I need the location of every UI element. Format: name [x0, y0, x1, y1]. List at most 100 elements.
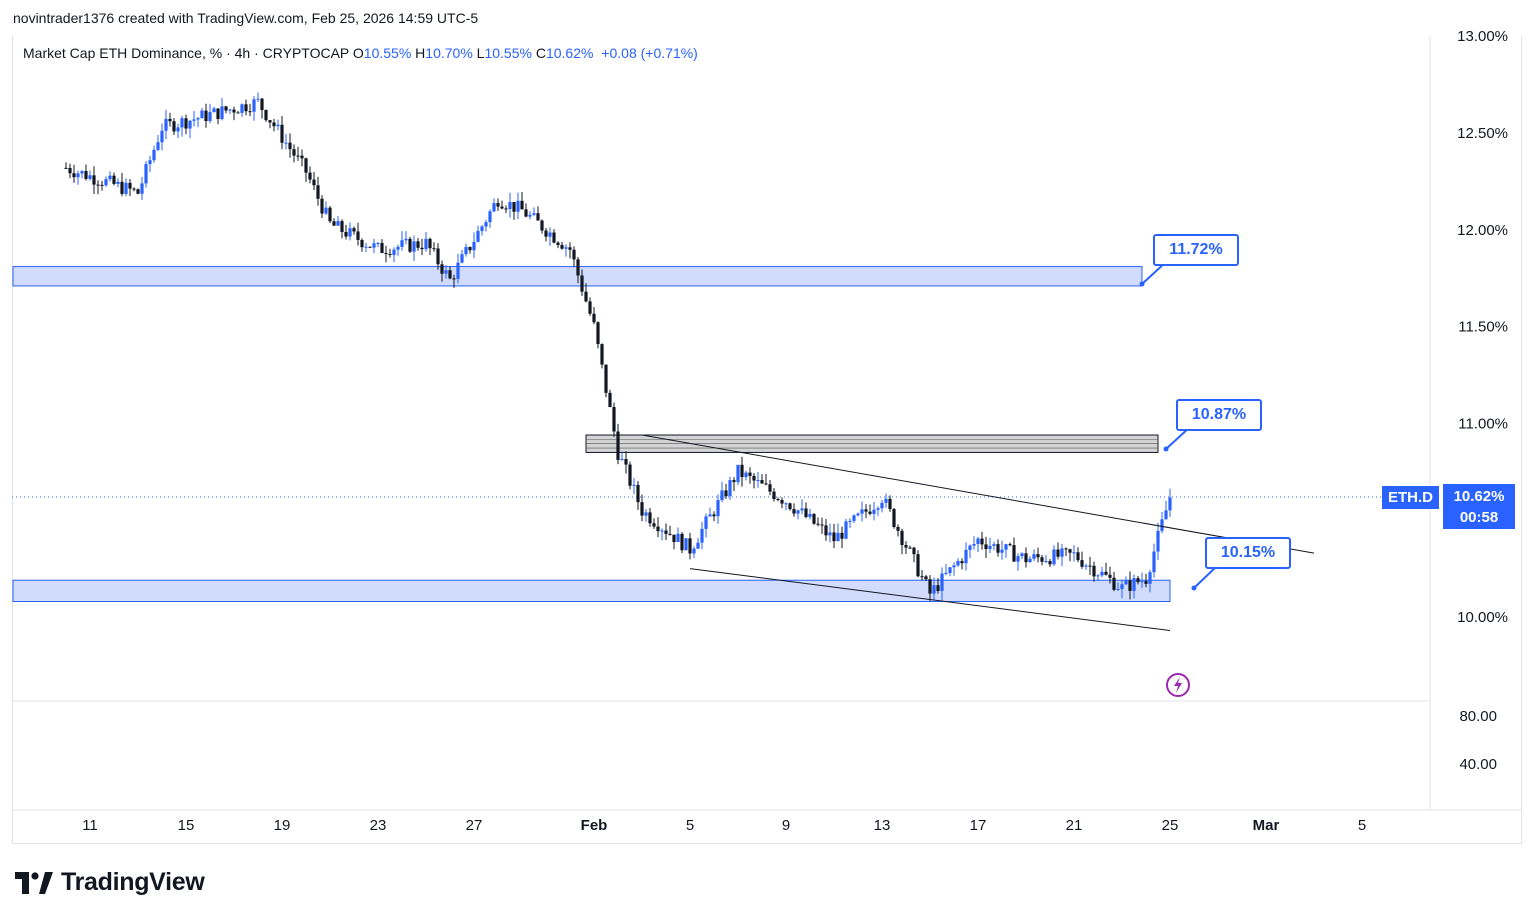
candle-body — [720, 490, 724, 501]
candle-body — [132, 188, 136, 190]
candle-body — [1088, 565, 1092, 567]
candle-body — [528, 214, 532, 217]
candle-body — [844, 521, 848, 539]
candle-body — [732, 480, 736, 483]
candle-body — [1024, 553, 1028, 563]
candle-body — [144, 164, 148, 184]
x-tick-label: 15 — [178, 817, 195, 834]
symbol-legend[interactable]: Market Cap ETH Dominance, % · 4h · CRYPT… — [23, 45, 698, 61]
candle-body — [1016, 556, 1020, 562]
candle-body — [468, 247, 472, 251]
candle-body — [260, 98, 264, 111]
candle-body — [712, 514, 716, 517]
candle-body — [692, 548, 696, 554]
candle-body — [724, 490, 728, 497]
candle-body — [532, 213, 536, 215]
candle-body — [304, 158, 308, 173]
candle-body — [136, 189, 140, 194]
candle-body — [988, 545, 992, 549]
candle-body — [972, 543, 976, 546]
candle-body — [1124, 580, 1128, 585]
candle-body — [92, 175, 96, 185]
candle-body — [68, 167, 72, 174]
candle-body — [796, 510, 800, 514]
candle-body — [460, 254, 464, 263]
candle-body — [716, 500, 720, 517]
candle-body — [140, 183, 144, 194]
candle-body — [96, 184, 100, 186]
candle-body — [456, 262, 460, 279]
candle-body — [956, 561, 960, 566]
candle-body — [980, 538, 984, 545]
y-tick-label: 10.00% — [1457, 609, 1508, 626]
candle-body — [432, 248, 436, 250]
candle-body — [868, 511, 872, 514]
candle-body — [780, 499, 784, 504]
candle-body — [884, 498, 888, 503]
candle-body — [252, 99, 256, 112]
candle-body — [620, 459, 624, 461]
candle-body — [448, 270, 452, 279]
candle-body — [680, 533, 684, 551]
candle-body — [512, 201, 516, 212]
candle-body — [180, 118, 184, 128]
candle-body — [268, 120, 272, 123]
candle-body — [1160, 519, 1164, 531]
candle-body — [1108, 574, 1112, 578]
trendline-2 — [689, 568, 1171, 632]
candle-body — [220, 106, 224, 119]
candle-body — [100, 184, 104, 186]
candle-body — [860, 509, 864, 514]
candle-body — [116, 181, 120, 184]
callout-10-87[interactable]: 10.87% — [1176, 399, 1262, 431]
candle-body — [1164, 510, 1168, 520]
candle-body — [376, 242, 380, 244]
candle-body — [324, 207, 328, 214]
candle-body — [968, 545, 972, 550]
candle-body — [748, 472, 752, 476]
candle-body — [880, 502, 884, 509]
candle-body — [900, 530, 904, 545]
legend-open-label: O — [352, 45, 364, 61]
y-tick-label: 13.00% — [1457, 28, 1508, 45]
legend-high-value: 10.70% — [425, 45, 473, 61]
symbol-price-tag: ETH.D — [1382, 486, 1439, 509]
callout-11-72[interactable]: 11.72% — [1153, 234, 1239, 266]
axis-layer: 13.00% 12.50% 12.00% 11.50% 11.00% 10.00% 80.0… — [82, 28, 1508, 834]
candle-body — [820, 524, 824, 526]
candle-body — [1080, 560, 1084, 567]
x-tick-label: 17 — [970, 817, 987, 834]
zone-10-15 — [12, 579, 1171, 603]
candle-body — [896, 526, 900, 531]
candle-body — [728, 480, 732, 497]
candle-body — [80, 171, 84, 174]
candle-body — [328, 207, 332, 222]
candle-body — [632, 484, 636, 486]
candle-body — [520, 200, 524, 210]
candle-body — [372, 243, 376, 248]
candle-body — [856, 513, 860, 516]
tradingview-logo-icon — [15, 871, 53, 894]
candle-body — [216, 108, 220, 119]
candle-body — [248, 111, 252, 113]
candle-body — [1136, 578, 1140, 583]
candle-body — [648, 512, 652, 524]
candle-body — [452, 278, 456, 280]
candle-body — [336, 221, 340, 226]
candle-body — [1044, 561, 1048, 563]
candle-body — [1060, 548, 1064, 557]
candle-body — [1064, 548, 1068, 550]
tradingview-brand[interactable]: TradingView — [15, 868, 205, 897]
candle-body — [1012, 545, 1016, 562]
legend-close-label: C — [535, 45, 546, 61]
candle-body — [776, 499, 780, 501]
candle-body — [828, 532, 832, 536]
candle-body — [340, 221, 344, 233]
callout-10-15[interactable]: 10.15% — [1205, 537, 1291, 569]
candle-body — [240, 104, 244, 113]
candle-body — [308, 172, 312, 180]
candle-body — [496, 203, 500, 207]
candle-body — [112, 175, 116, 184]
candle-body — [888, 498, 892, 510]
